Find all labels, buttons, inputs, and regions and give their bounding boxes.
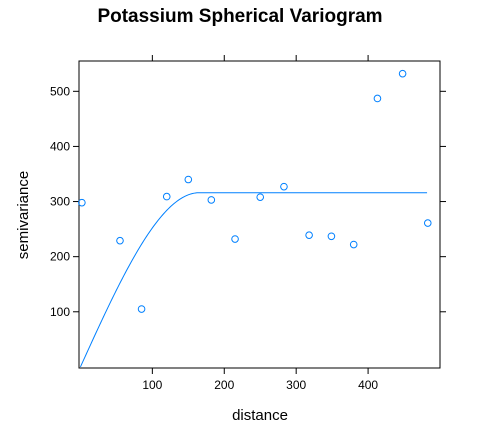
y-tick-label-100: 100	[50, 305, 70, 319]
data-point-11	[327, 232, 336, 241]
data-point-12	[349, 240, 358, 249]
y-tick-label-200: 200	[50, 250, 70, 264]
data-point-4	[162, 192, 171, 201]
x-axis-label: distance	[232, 407, 288, 424]
data-point-3	[137, 305, 146, 313]
plot-frame	[78, 60, 441, 369]
data-point-8	[256, 193, 265, 201]
x-tick-label-100: 100	[142, 378, 162, 392]
x-tick-label-400: 400	[358, 378, 378, 392]
data-point-9	[280, 182, 288, 191]
y-tick-label-300: 300	[50, 195, 70, 209]
data-point-5	[184, 175, 193, 184]
data-point-10	[305, 231, 313, 239]
data-point-15	[423, 219, 432, 227]
y-tick-label-400: 400	[50, 139, 70, 153]
y-axis-label: semivariance	[15, 171, 32, 259]
x-tick-label-200: 200	[214, 378, 234, 392]
y-tick-label-500: 500	[50, 84, 70, 98]
data-point-1	[78, 198, 86, 207]
data-point-14	[398, 69, 407, 78]
data-point-13	[373, 94, 382, 103]
plot-area: 100 200 300 400 100 200 300 400 500	[50, 55, 446, 392]
data-point-6	[207, 196, 216, 204]
data-point-7	[231, 235, 239, 243]
fitted-model-line	[79, 192, 428, 368]
data-point-2	[116, 236, 124, 245]
x-tick-label-300: 300	[286, 378, 306, 392]
chart-title: Potassium Spherical Variogram	[97, 6, 382, 27]
